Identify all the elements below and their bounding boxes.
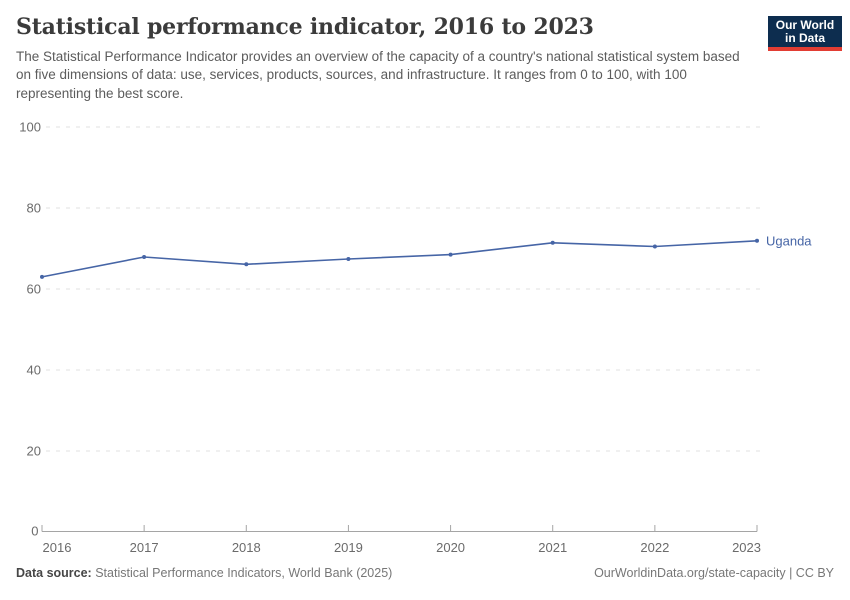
x-tick-label: 2019 [334,540,363,555]
x-tick-label: 2018 [232,540,261,555]
chart-header: Statistical performance indicator, 2016 … [16,14,756,103]
logo-text-line1: Our World [775,18,835,32]
logo-text-line2: in Data [784,31,825,45]
y-tick-label: 60 [27,282,41,297]
data-source-value: Statistical Performance Indicators, Worl… [91,566,393,580]
x-tick-label: 2021 [538,540,567,555]
x-tick-label: 2016 [43,540,72,555]
data-point [755,238,759,243]
data-point [244,262,249,267]
citation-link[interactable]: OurWorldinData.org/state-capacity | CC B… [594,566,834,580]
data-point [40,274,44,279]
data-source-label: Data source: [16,566,92,580]
logo-red-bar [768,47,842,51]
y-tick-label: 40 [27,363,41,378]
owid-logo: Our World in Data [768,16,842,51]
x-tick-label: 2020 [436,540,465,555]
y-tick-label: 80 [27,201,41,216]
chart-subtitle: The Statistical Performance Indicator pr… [16,49,740,101]
data-point [652,244,657,249]
data-point [448,252,453,257]
x-tick-label: 2023 [732,540,761,555]
chart-footer: Data source: Statistical Performance Ind… [16,566,834,580]
x-tick-label: 2017 [130,540,159,555]
owid-logo-box: Our World in Data [768,16,842,47]
y-tick-label: 0 [31,524,38,539]
y-tick-label: 20 [27,444,41,459]
page-title: Statistical performance indicator, 2016 … [16,14,594,40]
data-source: Data source: Statistical Performance Ind… [16,566,392,580]
data-point [346,257,351,261]
data-point [550,240,555,245]
x-tick-label: 2022 [640,540,669,555]
series-end-label: Uganda [766,233,812,248]
y-tick-label: 100 [19,120,41,135]
trend-line [41,240,758,278]
data-point [142,255,147,259]
